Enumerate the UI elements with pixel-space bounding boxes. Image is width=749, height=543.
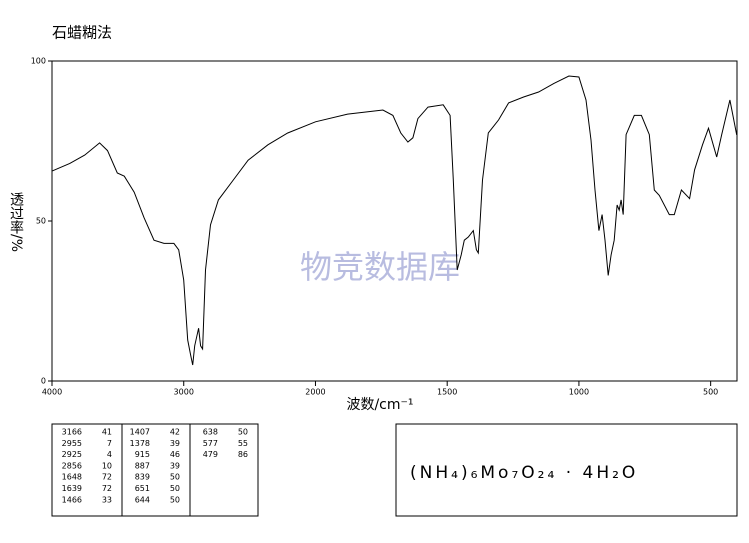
peak-transmittance: 46 — [170, 450, 180, 459]
peak-wavenumber: 915 — [135, 450, 150, 459]
chart-title: 石蜡糊法 — [52, 24, 112, 42]
peak-transmittance: 42 — [170, 428, 180, 437]
peak-transmittance: 50 — [238, 428, 248, 437]
peak-wavenumber: 651 — [135, 484, 150, 493]
peak-transmittance: 50 — [170, 484, 180, 493]
peak-transmittance: 50 — [170, 473, 180, 482]
plot-frame — [51, 60, 738, 382]
watermark: 物竞数据库 — [300, 248, 460, 286]
peak-wavenumber: 479 — [203, 450, 218, 459]
peak-transmittance: 7 — [107, 439, 112, 448]
formula: (NH₄)₆Mo₇O₂₄ · 4H₂O — [410, 463, 638, 483]
peak-wavenumber: 1648 — [62, 473, 82, 482]
y-axis-label: 透过率/% — [8, 192, 24, 252]
x-tick-label: 3000 — [174, 388, 194, 397]
peak-transmittance: 72 — [102, 473, 112, 482]
peak-transmittance: 41 — [102, 428, 112, 437]
peak-transmittance: 33 — [102, 495, 112, 504]
x-tick-label: 2000 — [305, 388, 325, 397]
peak-wavenumber: 2856 — [62, 461, 82, 470]
formula-box — [395, 423, 738, 517]
peak-transmittance: 55 — [238, 439, 248, 448]
peak-wavenumber: 644 — [135, 495, 150, 504]
peak-wavenumber: 1378 — [130, 439, 150, 448]
y-tick-label: 50 — [36, 217, 46, 226]
peak-wavenumber: 577 — [203, 439, 218, 448]
peak-transmittance: 50 — [170, 495, 180, 504]
spectrum-line — [51, 75, 738, 366]
peak-wavenumber: 2955 — [62, 439, 82, 448]
peak-wavenumber: 3166 — [62, 428, 82, 437]
peak-wavenumber: 1466 — [62, 495, 82, 504]
y-tick-label: 100 — [31, 57, 46, 66]
peak-wavenumber: 1639 — [62, 484, 82, 493]
peak-transmittance: 39 — [170, 461, 180, 470]
peak-transmittance: 86 — [238, 450, 248, 459]
peak-wavenumber: 887 — [135, 461, 150, 470]
peak-wavenumber: 839 — [135, 473, 150, 482]
y-tick-label: 0 — [41, 377, 46, 386]
peak-transmittance: 10 — [102, 461, 112, 470]
peak-transmittance: 4 — [107, 450, 112, 459]
x-tick-label: 1000 — [569, 388, 589, 397]
peak-transmittance: 72 — [102, 484, 112, 493]
peak-table — [51, 423, 259, 517]
x-tick-label: 500 — [703, 388, 718, 397]
peak-transmittance: 39 — [170, 439, 180, 448]
x-axis-label: 波数/cm⁻¹ — [346, 397, 413, 413]
x-tick-label: 4000 — [42, 388, 62, 397]
x-tick-label: 1500 — [437, 388, 457, 397]
peak-wavenumber: 638 — [203, 428, 218, 437]
peak-wavenumber: 2925 — [62, 450, 82, 459]
peak-wavenumber: 1407 — [130, 428, 150, 437]
